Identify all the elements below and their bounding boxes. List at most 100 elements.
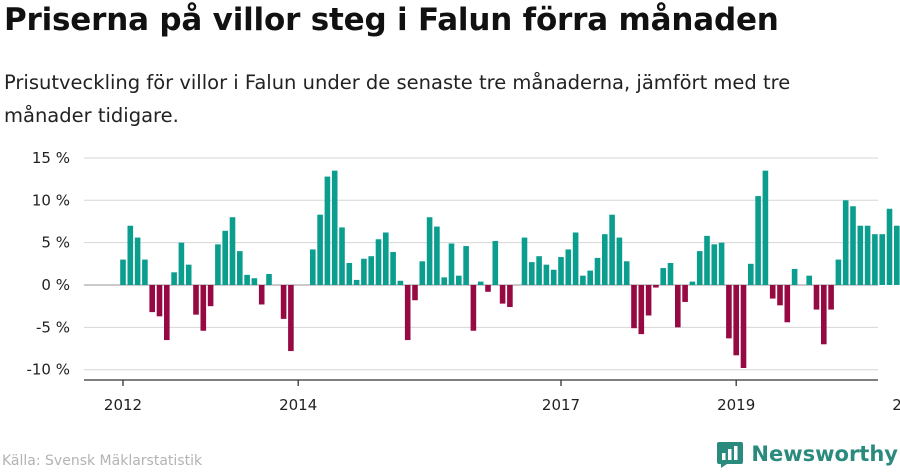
- bar: [499, 285, 506, 304]
- bar: [521, 237, 528, 285]
- bar: [835, 259, 842, 285]
- bar: [543, 264, 550, 285]
- bar: [485, 285, 491, 292]
- bar: [558, 257, 564, 285]
- bar: [718, 242, 725, 285]
- bar: [536, 256, 542, 285]
- bar: [704, 235, 710, 285]
- bar: [404, 285, 411, 341]
- bar: [229, 217, 236, 285]
- bar: [667, 262, 674, 285]
- y-tick-label: -5 %: [36, 318, 70, 336]
- bar: [339, 227, 345, 285]
- bar: [864, 225, 871, 285]
- bar: [631, 285, 637, 329]
- chart-title: Priserna på villor steg i Falun förra må…: [4, 2, 779, 38]
- bar: [733, 285, 739, 356]
- bar: [171, 272, 177, 286]
- bar: [207, 285, 214, 307]
- bar: [769, 285, 776, 299]
- bar: [821, 285, 827, 345]
- bar: [156, 285, 163, 317]
- bar: [507, 285, 513, 308]
- bar: [258, 285, 265, 305]
- y-tick-label: 0 %: [41, 276, 70, 294]
- bar: [594, 257, 601, 285]
- bar: [419, 261, 426, 285]
- bar: [134, 237, 141, 285]
- bar: [361, 258, 367, 285]
- bar: [178, 242, 185, 285]
- brand-logo-block[interactable]: Newsworthy: [716, 440, 898, 468]
- bar: [193, 285, 199, 315]
- newsworthy-logo-icon: [717, 442, 744, 468]
- bar: [638, 285, 645, 335]
- bar: [748, 263, 754, 285]
- bar: [470, 285, 477, 331]
- bar: [266, 273, 272, 285]
- y-tick-label: 15 %: [32, 149, 70, 167]
- bar: [660, 268, 666, 285]
- y-axis-ticks: 15 % 10 % 5 % 0 % -5 % -10 %: [26, 149, 70, 379]
- x-tick-label: 2017: [542, 396, 580, 414]
- bar: [894, 225, 900, 285]
- bar: [711, 244, 718, 285]
- bar: [828, 285, 834, 310]
- chart-subtitle: Prisutveckling för villor i Falun under …: [4, 71, 791, 127]
- bars: [120, 170, 900, 369]
- bar: [324, 176, 331, 285]
- bar: [813, 285, 820, 310]
- bar: [572, 232, 579, 285]
- bar: [689, 281, 696, 285]
- bar: [397, 280, 404, 285]
- bar: [346, 262, 353, 285]
- bar: [784, 285, 791, 323]
- bar: [164, 285, 170, 341]
- bar: [806, 275, 812, 285]
- bar: [755, 196, 761, 285]
- bar: [185, 264, 192, 285]
- bar: [653, 285, 659, 288]
- bar: [441, 277, 447, 285]
- bar: [675, 285, 681, 328]
- bar: [412, 285, 418, 301]
- x-tick-label: 2021: [892, 396, 900, 414]
- brand-name: Newsworthy: [751, 442, 898, 466]
- bar: [456, 275, 462, 285]
- bar: [602, 234, 608, 285]
- bar: [740, 285, 747, 369]
- bar: [791, 268, 798, 285]
- x-tick-label: 2019: [717, 396, 755, 414]
- bar: [565, 249, 572, 285]
- bar: [222, 230, 228, 285]
- bar: [142, 259, 148, 285]
- bar: [244, 274, 250, 285]
- bar: [383, 232, 389, 285]
- bar: [215, 244, 221, 285]
- x-tick-label: 2014: [279, 396, 317, 414]
- bar: [879, 234, 885, 285]
- bar: [463, 246, 469, 285]
- bar: [251, 278, 258, 285]
- bar: [762, 170, 769, 285]
- bar: [696, 251, 703, 285]
- x-axis: 2012 2014 2017 2019 2021: [84, 379, 900, 414]
- bar: [368, 256, 374, 285]
- bar: [587, 270, 593, 285]
- bar: [127, 225, 134, 285]
- bar: [353, 279, 360, 285]
- bar: [623, 261, 630, 285]
- bar: [682, 285, 688, 302]
- bar: [857, 225, 864, 285]
- bar: [448, 243, 455, 285]
- bar: [310, 249, 316, 285]
- bar: [726, 285, 732, 339]
- bar: [120, 259, 126, 285]
- source-note: Källa: Svensk Mäklarstatistik: [2, 453, 203, 469]
- bar: [434, 226, 440, 285]
- bar: [477, 281, 484, 285]
- bar: [550, 269, 557, 285]
- bar: [317, 214, 323, 285]
- bar: [149, 285, 155, 313]
